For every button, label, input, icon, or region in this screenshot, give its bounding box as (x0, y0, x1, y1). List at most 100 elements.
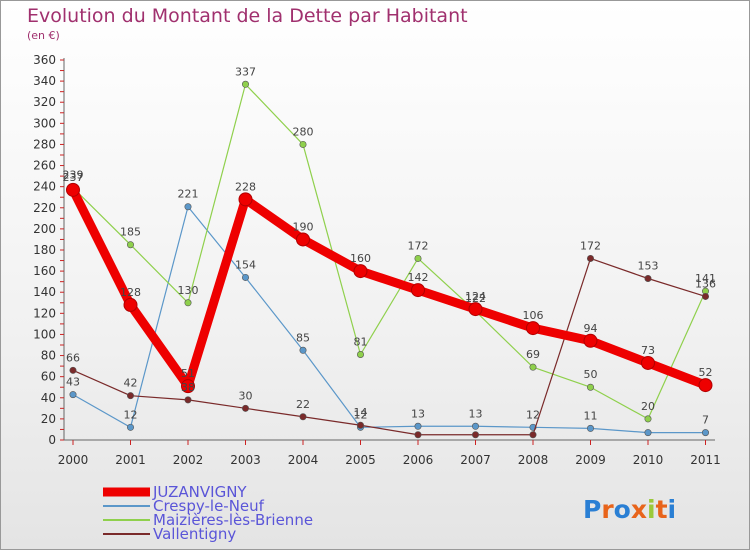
y-tick-label: 300 (33, 116, 56, 130)
data-label: 153 (638, 260, 659, 273)
data-point (356, 421, 364, 429)
y-tick-label: 120 (33, 306, 56, 320)
data-label: 221 (178, 188, 199, 201)
data-point (586, 383, 594, 391)
x-tick-label: 2009 (575, 453, 606, 467)
data-point (127, 241, 135, 249)
data-point (242, 404, 250, 412)
data-label: 20 (641, 400, 655, 413)
data-label: 130 (178, 284, 199, 297)
data-point (184, 299, 192, 307)
data-label: 12 (354, 408, 368, 421)
proxiti-logo: Proxiti (583, 495, 676, 524)
data-label: 13 (469, 407, 483, 420)
data-point (701, 429, 709, 437)
data-point (242, 80, 250, 88)
x-tick-label: 2006 (403, 453, 434, 467)
data-label: 280 (293, 125, 314, 138)
y-tick-label: 80 (41, 349, 56, 363)
data-label: 43 (66, 376, 80, 389)
y-tick-label: 180 (33, 243, 56, 257)
data-label: 12 (526, 408, 540, 421)
data-label: 337 (235, 65, 256, 78)
legend-label: Crespy-le-Neuf (153, 497, 265, 515)
x-tick-label: 2003 (230, 453, 261, 467)
data-point (353, 264, 368, 279)
data-label: 42 (124, 377, 138, 390)
data-label: 22 (296, 398, 310, 411)
data-point (181, 379, 195, 394)
y-tick-label: 340 (33, 74, 56, 88)
series-lines (66, 80, 713, 439)
chart-title: Evolution du Montant de la Dette par Hab… (27, 5, 468, 27)
data-point (529, 431, 537, 439)
data-point (468, 302, 483, 317)
data-label: 237 (63, 171, 84, 184)
data-point (299, 413, 307, 421)
data-label: 73 (641, 344, 655, 357)
data-point (644, 415, 652, 423)
data-label: 228 (235, 180, 256, 193)
data-label: 85 (296, 331, 310, 344)
series-line (72, 257, 707, 436)
series-line (72, 83, 707, 420)
data-point (471, 422, 479, 430)
data-point (123, 297, 138, 312)
data-point (529, 363, 537, 371)
data-point (471, 431, 479, 439)
data-point (414, 422, 422, 430)
data-point (242, 273, 250, 281)
x-tick-label: 2001 (115, 453, 146, 467)
data-label: 136 (695, 277, 716, 290)
legend-label: JUZANVIGNY (152, 483, 247, 501)
data-point (299, 346, 307, 354)
y-tick-label: 20 (41, 412, 56, 426)
data-label: 11 (584, 409, 598, 422)
data-label: 124 (465, 290, 486, 303)
data-label: 142 (408, 271, 429, 284)
logo-text: Proxiti (583, 495, 676, 524)
data-label: 12 (124, 408, 138, 421)
data-label: 66 (66, 351, 80, 364)
y-tick-label: 320 (33, 95, 56, 109)
y-tick-label: 40 (41, 391, 56, 405)
y-tick-label: 260 (33, 159, 56, 173)
data-point (66, 182, 80, 197)
y-tick-label: 280 (33, 137, 56, 151)
data-label: 51 (181, 367, 195, 380)
data-label: 52 (699, 366, 713, 379)
y-tick-label: 200 (33, 222, 56, 236)
data-point (69, 391, 77, 399)
data-label: 239 (63, 169, 84, 182)
data-point (356, 350, 364, 358)
data-label: 122 (465, 292, 486, 305)
axes: 0204060801001201401601802002202402602803… (33, 53, 721, 467)
data-point (184, 203, 192, 211)
data-point (698, 378, 713, 393)
data-label: 69 (526, 348, 540, 361)
y-tick-label: 140 (33, 285, 56, 299)
data-label: 154 (235, 258, 256, 271)
y-tick-label: 100 (33, 327, 56, 341)
data-point (296, 232, 310, 247)
data-point (184, 396, 192, 404)
x-tick-label: 2010 (633, 453, 664, 467)
data-point (414, 254, 422, 262)
data-point (411, 283, 425, 298)
x-tick-label: 2007 (460, 453, 491, 467)
y-tick-label: 220 (33, 201, 56, 215)
data-label: 38 (181, 381, 195, 394)
x-tick-label: 2008 (518, 453, 549, 467)
data-label: 7 (702, 414, 709, 427)
series-line (68, 185, 710, 391)
x-tick-label: 2000 (58, 453, 89, 467)
y-tick-label: 0 (48, 433, 56, 447)
data-label: 50 (584, 368, 598, 381)
data-label: 14 (354, 406, 368, 419)
data-label: 106 (523, 309, 544, 322)
data-label: 13 (411, 407, 425, 420)
chart-unit: (en €) (27, 29, 60, 42)
data-point (644, 274, 652, 282)
data-point (586, 424, 594, 432)
